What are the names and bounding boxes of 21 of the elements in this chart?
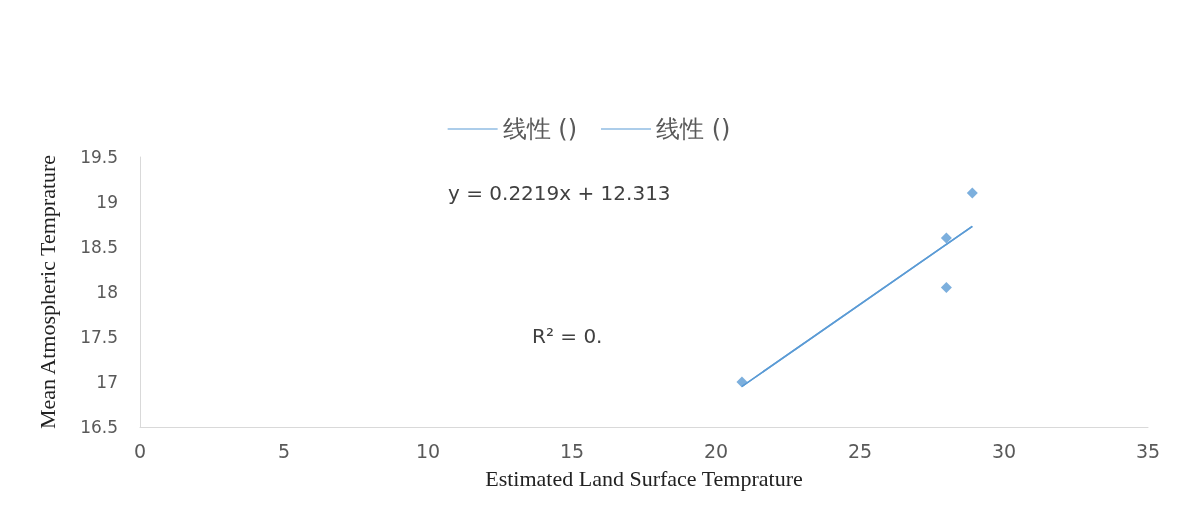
y-tick-label: 17 — [96, 372, 118, 392]
x-axis-title: Estimated Land Surface Temprature — [485, 465, 803, 491]
y-tick-label: 19.5 — [80, 147, 118, 167]
x-tick-label: 20 — [703, 439, 729, 462]
legend-label: 线性 () — [656, 115, 731, 143]
y-tick-label: 18.5 — [80, 237, 118, 257]
x-tick-label: 30 — [991, 439, 1017, 462]
y-tick-label: 18 — [96, 282, 118, 302]
x-tick-label: 25 — [847, 439, 873, 462]
legend-label: 线性 () — [502, 115, 577, 143]
y-tick-label: 17.5 — [80, 327, 118, 347]
x-tick-label: 15 — [559, 439, 585, 462]
y-tick-label: 16.5 — [80, 417, 118, 437]
annotation: y = 0.2219x + 12.313 — [448, 181, 671, 205]
x-tick-label: 35 — [1135, 439, 1161, 462]
x-tick-label: 5 — [277, 439, 291, 462]
y-axis-title: Mean Atmospheric Temprature — [34, 154, 60, 430]
x-tick-label: 10 — [415, 439, 441, 462]
annotation: R² = 0. — [532, 324, 603, 348]
y-tick-label: 19 — [96, 192, 118, 212]
x-tick-label: 0 — [133, 439, 147, 462]
